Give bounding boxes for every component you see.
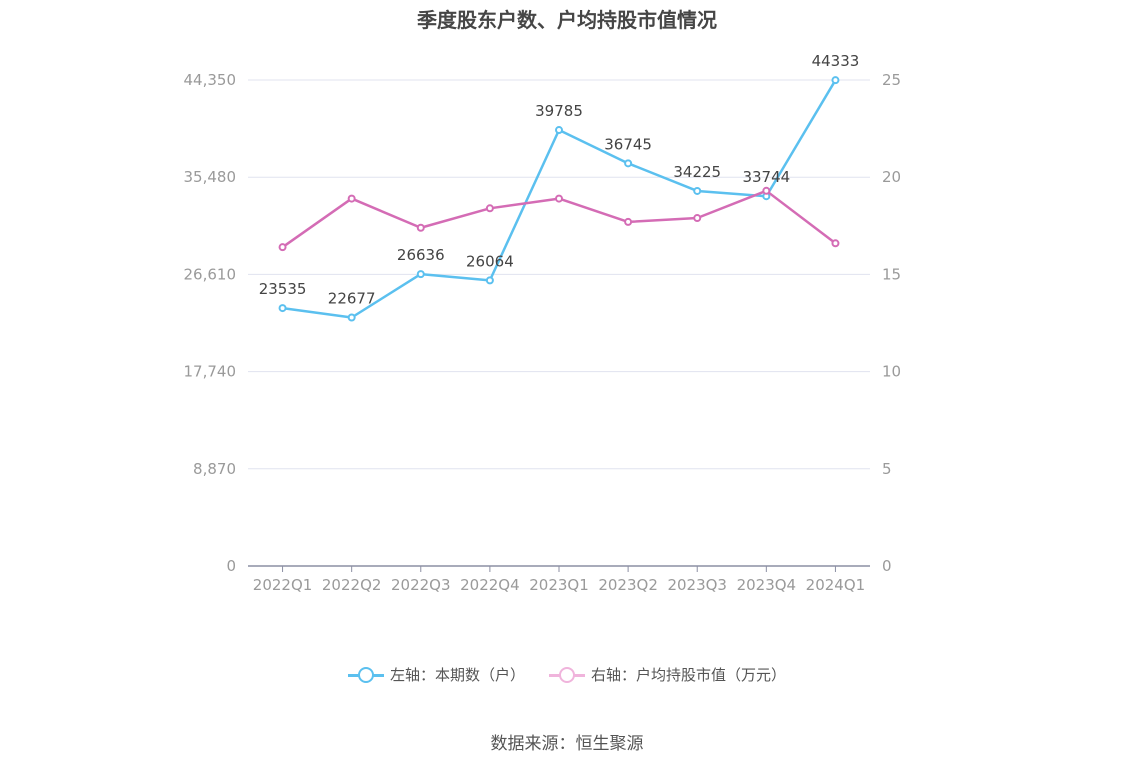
chart-legend: 左轴：本期数（户） 右轴：户均持股市值（万元）: [0, 664, 1134, 685]
right-axis-tick-label: 5: [882, 460, 892, 478]
right-axis-tick-label: 25: [882, 71, 901, 89]
left-axis-tick-label: 8,870: [193, 460, 236, 478]
data-point-avg-market-value: [693, 214, 702, 223]
data-point-avg-market-value: [624, 217, 633, 226]
data-point-households: [831, 76, 840, 85]
x-axis-tick-label: 2023Q3: [667, 576, 727, 594]
x-axis-tick-label: 2023Q1: [529, 576, 589, 594]
legend-label-households: 左轴：本期数（户）: [389, 666, 525, 684]
data-point-avg-market-value: [485, 204, 494, 213]
data-label-households: 39785: [535, 102, 583, 120]
left-axis-tick-label: 26,610: [184, 265, 237, 283]
legend-item-avg-market-value[interactable]: 右轴：户均持股市值（万元）: [549, 664, 786, 685]
right-axis-tick-label: 20: [882, 168, 901, 186]
left-axis-tick-label: 0: [226, 557, 236, 575]
legend-swatch-avg-market-value: [549, 665, 585, 685]
x-axis-tick-label: 2022Q2: [322, 576, 382, 594]
data-point-households: [555, 126, 563, 135]
legend-swatch-households: [347, 665, 384, 685]
data-label-households: 22677: [328, 289, 376, 307]
x-axis-tick-label: 2022Q4: [460, 576, 520, 594]
right-axis-tick-label: 15: [882, 265, 901, 283]
left-axis-tick-label: 44,350: [184, 71, 237, 89]
data-source: 数据来源：恒生聚源: [490, 734, 644, 754]
data-point-households: [278, 304, 287, 313]
data-point-avg-market-value: [762, 186, 771, 195]
data-point-avg-market-value: [416, 223, 425, 232]
data-point-avg-market-value: [831, 239, 840, 248]
data-point-avg-market-value: [347, 194, 356, 203]
data-label-households: 26064: [466, 252, 514, 270]
x-axis-tick-label: 2023Q2: [598, 576, 658, 594]
data-point-households: [347, 313, 356, 322]
right-axis-tick-label: 10: [882, 363, 901, 381]
data-label-households: 36745: [604, 135, 652, 153]
x-axis-tick-label: 2023Q4: [737, 576, 797, 594]
x-axis-tick-label: 2022Q3: [391, 576, 451, 594]
data-point-households: [624, 159, 633, 168]
x-axis-tick-label: 2024Q1: [806, 576, 866, 594]
data-point-households: [416, 270, 425, 279]
data-point-households: [485, 276, 494, 285]
right-axis-tick-label: 0: [882, 557, 892, 575]
data-label-households: 26636: [397, 246, 445, 264]
chart-title: 季度股东户数、户均持股市值情况: [417, 8, 717, 32]
data-label-households: 23535: [259, 280, 307, 298]
data-point-avg-market-value: [278, 243, 287, 252]
data-point-avg-market-value: [555, 194, 563, 203]
legend-label-avg-market-value: 右轴：户均持股市值（万元）: [591, 666, 787, 684]
left-axis-tick-label: 17,740: [184, 363, 237, 381]
legend-item-households[interactable]: 左轴：本期数（户）: [347, 664, 525, 685]
data-label-households: 44333: [812, 52, 860, 70]
left-axis-tick-label: 35,480: [184, 168, 237, 186]
x-axis-tick-label: 2022Q1: [253, 576, 313, 594]
data-label-households: 34225: [673, 163, 721, 181]
data-point-households: [693, 186, 702, 195]
data-label-households: 33744: [742, 168, 790, 186]
